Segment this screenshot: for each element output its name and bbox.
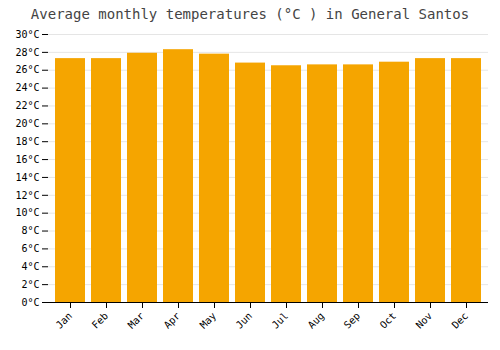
svg-text:Oct: Oct — [378, 310, 399, 331]
svg-text:10°C: 10°C — [15, 207, 39, 218]
svg-text:16°C: 16°C — [15, 154, 39, 165]
svg-text:Apr: Apr — [162, 310, 183, 331]
svg-text:Sep: Sep — [342, 310, 363, 331]
svg-text:12°C: 12°C — [15, 190, 39, 201]
svg-text:26°C: 26°C — [15, 64, 39, 75]
svg-text:Dec: Dec — [450, 310, 471, 331]
svg-text:Feb: Feb — [90, 310, 111, 331]
svg-text:8°C: 8°C — [21, 225, 39, 236]
svg-text:Jan: Jan — [54, 310, 75, 331]
svg-text:22°C: 22°C — [15, 100, 39, 111]
svg-text:18°C: 18°C — [15, 136, 39, 147]
svg-text:2°C: 2°C — [21, 279, 39, 290]
svg-text:Jul: Jul — [270, 310, 291, 331]
svg-text:28°C: 28°C — [15, 47, 39, 58]
svg-text:Mar: Mar — [126, 310, 147, 331]
svg-text:4°C: 4°C — [21, 261, 39, 272]
svg-text:20°C: 20°C — [15, 118, 39, 129]
svg-text:6°C: 6°C — [21, 243, 39, 254]
svg-text:Aug: Aug — [306, 310, 327, 331]
svg-text:Nov: Nov — [414, 310, 435, 331]
svg-text:14°C: 14°C — [15, 172, 39, 183]
svg-text:Jun: Jun — [234, 310, 255, 331]
svg-text:0°C: 0°C — [21, 297, 39, 308]
svg-text:30°C: 30°C — [15, 29, 39, 40]
html-text:Average monthly temperatures (: Average monthly temperatures (°C ) in Ge… — [30, 6, 470, 22]
svg-text:May: May — [198, 310, 219, 331]
svg-text:24°C: 24°C — [15, 82, 39, 93]
